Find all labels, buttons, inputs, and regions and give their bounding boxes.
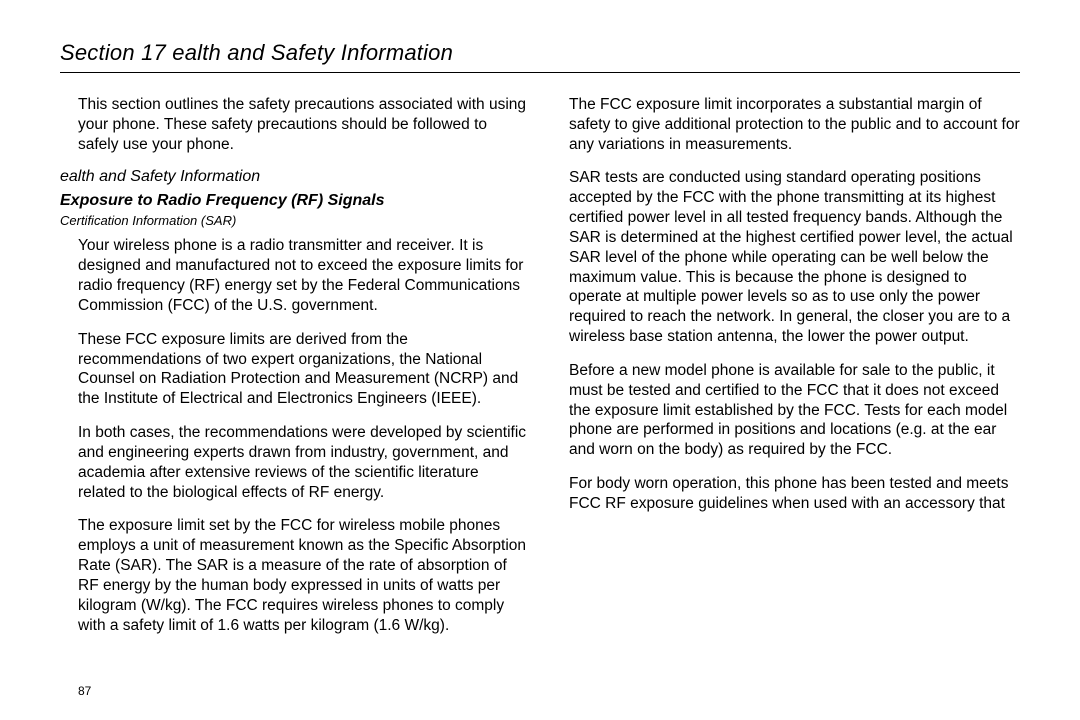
paragraph-6: SAR tests are conducted using standard o… — [569, 168, 1020, 346]
paragraph-8: For body worn operation, this phone has … — [569, 474, 1020, 514]
paragraph-3: In both cases, the recommendations were … — [78, 423, 529, 502]
paragraph-4: The exposure limit set by the FCC for wi… — [78, 516, 529, 635]
section-title: Section 17 ealth and Safety Information — [60, 40, 1020, 66]
rf-heading: Exposure to Radio Frequency (RF) Signals — [60, 192, 529, 210]
intro-paragraph: This section outlines the safety precaut… — [78, 95, 529, 154]
page-number: 87 — [78, 684, 91, 698]
sub-section-label: ealth and Safety Information — [60, 168, 529, 186]
paragraph-2: These FCC exposure limits are derived fr… — [78, 330, 529, 409]
horizontal-rule — [60, 72, 1020, 73]
sar-subheading: Certification Information (SAR) — [60, 213, 529, 228]
paragraph-7: Before a new model phone is available fo… — [569, 361, 1020, 460]
paragraph-1: Your wireless phone is a radio transmitt… — [78, 236, 529, 315]
two-column-body: This section outlines the safety precaut… — [60, 95, 1020, 665]
document-page: Section 17 ealth and Safety Information … — [0, 0, 1080, 720]
paragraph-5: The FCC exposure limit incorporates a su… — [569, 95, 1020, 154]
